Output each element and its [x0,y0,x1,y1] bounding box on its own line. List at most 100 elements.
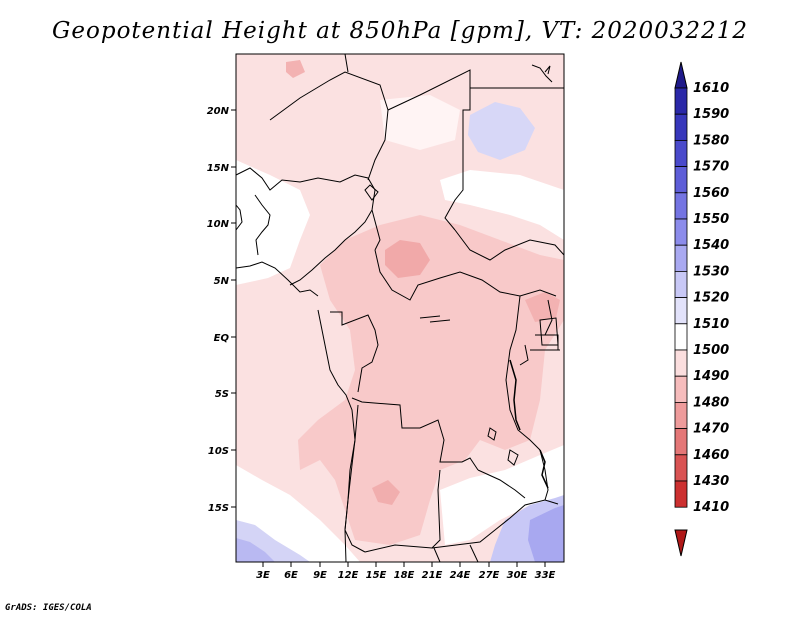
boundary-chad-sudan [387,69,471,231]
field-blue-northeast [468,102,535,160]
colorbar-label: 1540 [693,238,729,253]
colorbar-bottom-arrow [674,529,688,557]
boundary-angola-north [351,397,479,471]
colorbar-segment [674,349,688,377]
lon-label: 6E [284,570,298,581]
colorbar-label: 1520 [693,291,729,306]
boundary-cameroon-east [371,209,381,251]
colorbar-label: 1580 [693,133,729,148]
field-pink-dark-north [286,60,305,78]
lat-label: 15N [207,163,230,174]
lake-victoria [539,317,559,346]
colorbar-segment [674,113,688,141]
lake-kivu [519,344,529,366]
lat-axis-labels: 20N 15N 10N 5N EQ 5S 10S 15S [207,106,230,514]
colorbar-segment [674,244,688,272]
lon-label: 24E [450,570,471,581]
lat-label: 5N [214,276,230,287]
colorbar-label: 1480 [693,395,729,410]
colorbar-label: 1570 [693,160,729,175]
lat-label: 5S [215,389,229,400]
colorbar: 1610 1590 1580 1570 1560 1550 1540 1530 1520 1510… [674,61,729,557]
lake-malawi [539,449,549,489]
colorbar-label: 1500 [693,343,729,358]
colorbar-segment [674,297,688,325]
colorbar-label: 1550 [693,212,729,227]
lon-label: 15E [366,570,387,581]
colorbar-label: 1490 [693,369,729,384]
lon-label: 9E [313,570,327,581]
chart-title: Geopotential Height at 850hPa [gpm], VT:… [52,18,748,44]
colorbar-label: 1590 [693,107,729,122]
footer-credit: GrADS: IGES/COLA [5,603,92,613]
colorbar-label: 1410 [693,500,729,515]
lon-label: 30E [507,570,528,581]
boundary-north-west [269,71,389,181]
lon-axis-labels: 3E 6E 9E 12E 15E 18E 21E 24E 27E 30E 33E [256,570,555,581]
boundary-malawi [539,449,549,501]
lake-tanganyika [509,359,521,431]
river-segments [419,315,451,323]
map-frame [235,53,565,563]
field-pink-dark-cluster [385,240,430,278]
coast-fragment-ne [544,65,551,75]
colorbar-segment [674,218,688,246]
colorbar-label: 1510 [693,317,729,332]
colorbar-segment [674,166,688,194]
boundary-south-sudan [454,229,565,261]
field-blue-southwest-deep [236,538,275,562]
colorbar-segment [674,428,688,456]
lon-label: 21E [422,570,443,581]
border-west-africa [254,194,271,256]
colorbar-label: 1470 [693,422,729,437]
boundary-south-edge [433,544,479,563]
map-panel [236,54,564,562]
colorbar-label: 1560 [693,186,729,201]
boundary-angola-south [364,469,441,553]
colorbar-segment [674,87,688,115]
colorbar-label: 1530 [693,264,729,279]
boundary-north-edge [344,53,349,73]
lat-label: EQ [214,333,230,344]
colorbar-label: 1430 [693,474,729,489]
lat-label: 15S [208,503,229,514]
boundary-uganda-kenya [544,299,553,336]
field-white-west [236,160,310,285]
tick-marks [231,109,546,567]
colorbar-segment [674,270,688,298]
boundary-gabon-congo [330,311,379,393]
boundary-car-south [374,249,557,301]
lon-label: 33E [535,570,556,581]
field-pink-dark-south [372,480,400,505]
colorbar-segment [674,401,688,429]
coastlines [235,64,559,563]
colorbar-label: 1610 [693,81,729,96]
field-white-east [440,170,564,240]
lake-chad [364,184,379,201]
coastline-red-sea [531,64,553,83]
lon-label: 12E [338,570,359,581]
colorbar-top-arrow [674,61,688,89]
field-pink-central [298,215,564,545]
boundary-zambia-east [477,469,526,499]
coastline-gulf-guinea [235,261,319,297]
boundary-drc-east [505,295,541,451]
lat-label: 20N [207,106,230,117]
lon-label: 27E [479,570,500,581]
colorbar-segment [674,192,688,220]
colorbar-segment [674,323,688,351]
colorbar-label: 1460 [693,448,729,463]
lon-label: 18E [394,570,415,581]
coastline-west-bulge [235,204,243,231]
colorbar-segment [674,480,688,508]
field-blue-southeast-deep [528,505,564,562]
lon-label: 3E [256,570,270,581]
field-pale-north [380,95,460,150]
boundary-nigeria-cameroon [289,209,373,286]
lake-bangweulu [487,427,497,441]
lat-label: 10S [208,446,229,457]
coastline-west-central [317,309,356,563]
lat-label: 10N [207,219,230,230]
colorbar-segment [674,139,688,167]
